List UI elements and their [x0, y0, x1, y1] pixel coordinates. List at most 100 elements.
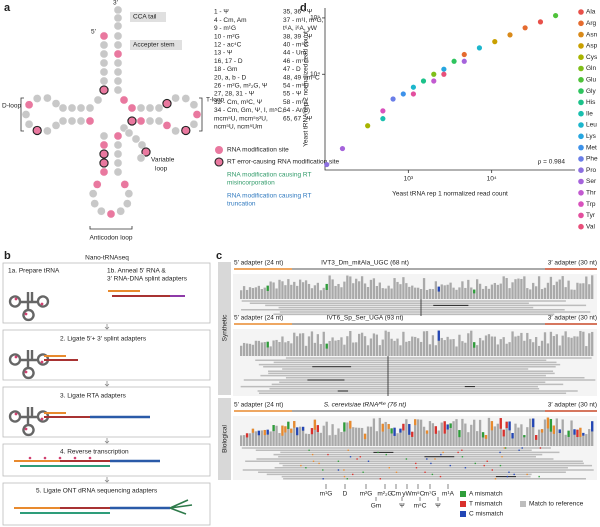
coverage-bar	[458, 334, 461, 356]
coverage-bar	[316, 282, 319, 299]
mismatch-bar	[251, 428, 255, 433]
coverage-bar	[564, 287, 567, 299]
mismatch-bar	[473, 342, 476, 348]
coverage-bar	[290, 428, 293, 446]
nucleotide	[113, 167, 123, 177]
read-mismatch	[434, 458, 436, 460]
coverage-bar	[591, 275, 594, 299]
coverage-bar	[340, 287, 343, 299]
modification-label: D	[343, 491, 348, 498]
nucleotide	[162, 121, 172, 130]
legend-label: Lys	[586, 133, 597, 140]
read-mismatch	[431, 473, 434, 476]
read-mismatch	[430, 462, 432, 465]
nucleotide	[51, 99, 61, 108]
coverage-bar	[585, 434, 588, 446]
nucleotide	[113, 85, 123, 95]
read-mismatch	[362, 471, 364, 473]
coverage-bar	[537, 345, 541, 356]
legend-label: RNA modification site	[227, 147, 289, 154]
read-mismatch	[405, 458, 408, 460]
mismatch-bar	[272, 425, 275, 432]
step-box	[2, 482, 211, 526]
coverage-bar	[284, 342, 287, 356]
coverage-bar	[476, 279, 479, 299]
coverage-bar	[523, 340, 526, 356]
legend-swatch	[520, 501, 526, 507]
read-mismatch	[503, 447, 506, 449]
panel-label: c	[216, 250, 222, 262]
legend-symbol	[578, 223, 584, 230]
modification-label: m¹A	[442, 491, 455, 498]
nucleotide	[99, 149, 109, 159]
modification-dot	[24, 427, 28, 431]
coverage-bar	[293, 421, 296, 446]
read-mismatch	[442, 451, 444, 454]
nucleotide	[24, 119, 34, 129]
coverage-bar	[567, 280, 570, 299]
nucleotide	[136, 103, 146, 113]
legend-swatch	[460, 511, 466, 517]
coverage-bar	[455, 346, 458, 356]
nucleotide	[85, 103, 95, 113]
mismatch-bar	[293, 421, 296, 428]
nucleotide	[116, 206, 126, 216]
modification-dot	[40, 302, 44, 306]
coverage-bar	[532, 342, 535, 356]
nucleotide	[136, 153, 146, 163]
coverage-bar	[446, 424, 449, 446]
point	[461, 58, 467, 64]
coverage-bar	[269, 281, 272, 299]
coverage-bar	[343, 422, 346, 446]
coverage-bar	[393, 427, 396, 446]
coverage-bar	[340, 432, 343, 446]
step-label: 5. Ligate ONT dRNA sequencing adapters	[36, 488, 158, 495]
modification-entry: 37 - m¹I, m¹G,	[283, 17, 324, 24]
mismatch-bar	[402, 423, 405, 431]
step-box	[2, 386, 211, 438]
coverage-bar	[437, 286, 440, 299]
coverage-bar	[502, 276, 505, 299]
read-mismatch	[426, 458, 428, 460]
nucleotide	[92, 180, 102, 189]
read-mismatch	[483, 464, 485, 467]
legend-label: Val	[586, 223, 595, 230]
coverage-bar	[476, 345, 479, 356]
legend-label: Gln	[586, 65, 597, 72]
coverage-bar	[490, 421, 494, 446]
nucleotide	[127, 116, 137, 126]
nucleotide	[171, 93, 180, 103]
nucleotide	[99, 131, 109, 141]
coverage-bar	[431, 289, 435, 299]
coverage-bar	[573, 289, 576, 299]
modification-entry: 1 - Ψ	[214, 9, 229, 16]
coverage-bar	[325, 283, 328, 299]
mismatch-bar	[266, 341, 269, 348]
mismatch-bar	[387, 424, 390, 429]
mismatch-bar	[535, 435, 538, 440]
coverage-bar	[322, 287, 325, 299]
nucleotide	[99, 58, 109, 68]
coverage-bar	[272, 282, 275, 299]
legend-symbol	[578, 54, 584, 60]
read-mismatch	[440, 453, 442, 456]
mismatch-bar	[579, 427, 582, 437]
modification-label: Ψ	[435, 503, 440, 510]
coverage-bar	[310, 331, 314, 356]
mismatch-bar	[490, 421, 494, 431]
coverage-bar	[552, 336, 555, 356]
coverage-bar	[455, 289, 458, 299]
coverage-bar	[417, 287, 420, 299]
coverage-bar	[310, 428, 314, 446]
legend-label: Ile	[586, 110, 593, 117]
coverage-bar	[360, 427, 364, 446]
coverage-bar	[437, 330, 440, 356]
point	[365, 123, 371, 129]
coverage-bar	[240, 290, 243, 299]
modification-entry: 55 - Ψ	[283, 91, 301, 98]
coverage-bar	[352, 427, 355, 446]
coverage-bar	[284, 426, 287, 446]
coverage-bar	[375, 286, 378, 299]
nucleotide	[99, 40, 109, 50]
read-mismatch	[359, 456, 361, 458]
